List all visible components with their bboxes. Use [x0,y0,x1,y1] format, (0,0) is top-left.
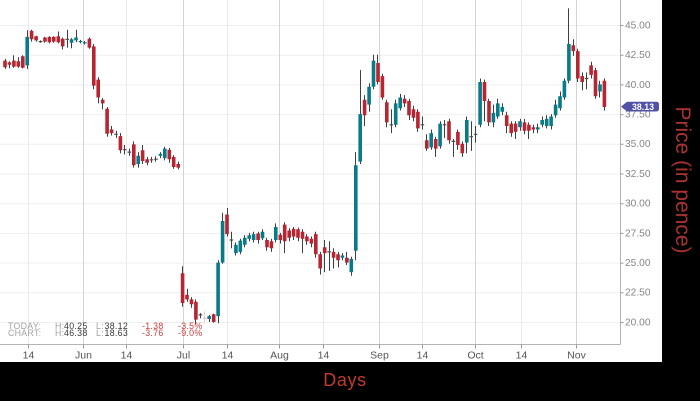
svg-text:Nov: Nov [567,350,586,362]
svg-text:H:: H: [55,328,64,338]
svg-text:14: 14 [23,350,35,362]
svg-text:38.13: 38.13 [632,102,654,112]
svg-text:-3.76: -3.76 [142,328,164,338]
svg-text:14: 14 [222,350,234,362]
svg-text:46.38: 46.38 [64,328,88,338]
svg-text:-1.38: -1.38 [142,321,164,331]
svg-text:TODAY:: TODAY: [8,321,41,331]
svg-text:20.00: 20.00 [625,317,651,328]
svg-text:Aug: Aug [270,350,289,362]
svg-text:Jul: Jul [177,350,190,362]
svg-text:35.00: 35.00 [625,139,651,150]
svg-text:40.00: 40.00 [625,80,651,91]
svg-text:32.50: 32.50 [625,169,651,180]
svg-text:L:: L: [96,321,104,331]
svg-text:22.50: 22.50 [625,288,651,299]
svg-text:Price (in pence): Price (in pence) [671,106,694,253]
svg-text:38.12: 38.12 [105,321,129,331]
svg-text:37.50: 37.50 [625,110,651,121]
svg-text:45.00: 45.00 [625,20,651,31]
svg-text:14: 14 [417,350,429,362]
svg-text:Days: Days [323,370,366,390]
svg-text:Jun: Jun [75,350,92,362]
svg-text:27.50: 27.50 [625,228,651,239]
svg-text:CHART:: CHART: [8,328,41,338]
svg-text:30.00: 30.00 [625,199,651,210]
svg-text:Oct: Oct [467,350,483,362]
svg-text:42.50: 42.50 [625,50,651,61]
svg-text:18.63: 18.63 [105,328,129,338]
svg-text:-3.5%: -3.5% [178,321,202,331]
svg-text:14: 14 [516,350,528,362]
svg-text:25.00: 25.00 [625,258,651,269]
svg-text:14: 14 [121,350,133,362]
svg-text:H:: H: [55,321,64,331]
svg-text:40.25: 40.25 [64,321,88,331]
svg-text:L:: L: [96,328,104,338]
svg-text:Sep: Sep [370,350,389,362]
svg-text:14: 14 [318,350,330,362]
svg-text:-9.0%: -9.0% [178,328,202,338]
